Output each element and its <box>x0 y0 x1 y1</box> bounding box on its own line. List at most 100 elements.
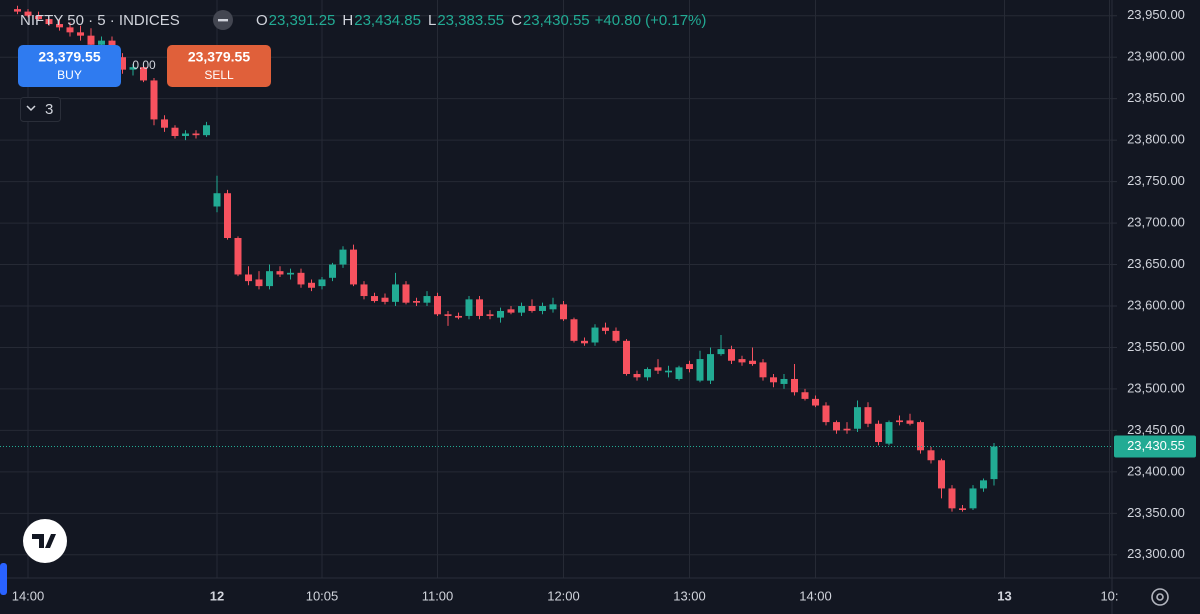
y-tick-label: 23,450.00 <box>1127 422 1185 437</box>
candle-body <box>213 193 221 207</box>
candle-body <box>35 15 42 20</box>
candle-body <box>245 274 252 282</box>
ohlc-key: L <box>428 12 436 29</box>
candle-body <box>171 127 179 136</box>
settings-icon <box>1156 593 1164 601</box>
candle-body <box>843 428 851 431</box>
y-tick-label: 23,350.00 <box>1127 505 1185 520</box>
candle-body <box>465 299 473 316</box>
x-tick-label: 10: <box>1100 588 1118 603</box>
candle-body <box>917 422 924 451</box>
candle-body <box>140 67 147 81</box>
sell-price: 23,379.55 <box>188 49 250 65</box>
candle-body <box>812 398 819 406</box>
candle-body <box>570 319 578 341</box>
ohlc-key: C <box>511 12 522 29</box>
spread: 0.00 <box>132 58 156 72</box>
logo[interactable] <box>23 519 67 563</box>
candle-body <box>885 422 893 444</box>
y-tick-label: 23,800.00 <box>1127 132 1185 147</box>
ohlc-value: 23,434.85 <box>354 12 421 29</box>
candle-body <box>759 362 767 378</box>
sell-button[interactable] <box>167 45 271 87</box>
ohlc-value: 23,391.25 <box>269 12 336 29</box>
y-tick-label: 23,950.00 <box>1127 7 1185 22</box>
y-tick-label: 23,850.00 <box>1127 90 1185 105</box>
last-price-label: 23,430.55 <box>1127 438 1185 453</box>
y-tick-label: 23,550.00 <box>1127 339 1185 354</box>
candle-body <box>791 378 798 393</box>
candle-body <box>192 133 200 136</box>
buy-button[interactable] <box>18 45 121 87</box>
candle-body <box>297 272 305 285</box>
candle-body <box>696 359 704 381</box>
candle-body <box>308 282 315 288</box>
y-tick-label: 23,650.00 <box>1127 256 1185 271</box>
candle-body <box>14 9 21 12</box>
candle-body <box>833 422 840 431</box>
side-tab[interactable] <box>0 563 7 595</box>
candle-body <box>371 296 378 302</box>
logo-mark <box>32 534 56 548</box>
sell-label: SELL <box>204 68 234 82</box>
candle-body <box>602 327 609 331</box>
candle-body <box>959 508 966 510</box>
candle-body <box>948 488 956 509</box>
ohlc-legend: O 23,391.25 H 23,434.85 L 23,383.55 C 23,430.55… <box>256 12 706 29</box>
candle-body <box>990 446 998 480</box>
x-tick-label: 13 <box>997 588 1011 603</box>
candle-body <box>56 24 63 28</box>
indicator-count: 3 <box>45 101 53 118</box>
candle-body <box>822 405 830 423</box>
candle-body <box>507 309 515 313</box>
candle-body <box>780 378 788 384</box>
y-tick-label: 23,300.00 <box>1127 546 1185 561</box>
candle-body <box>665 370 672 373</box>
candle-body <box>560 304 567 320</box>
candle-body <box>896 420 903 423</box>
candle-body <box>129 67 137 70</box>
last-price-tag <box>1114 435 1196 458</box>
candle-body <box>644 369 651 378</box>
x-tick-label: 12:00 <box>547 588 580 603</box>
ohlc-key: O <box>256 12 268 29</box>
candle-body <box>77 32 84 36</box>
candle-body <box>381 297 389 302</box>
x-tick-label: 14:00 <box>12 588 45 603</box>
candle-body <box>266 271 273 287</box>
candle-body <box>423 296 431 303</box>
candle-body <box>402 284 410 303</box>
candle-body <box>486 314 494 316</box>
candle-body <box>497 310 504 318</box>
candle-body <box>350 249 357 285</box>
candle-body <box>770 377 777 383</box>
candle-body <box>255 279 263 287</box>
buy-label: BUY <box>57 68 82 82</box>
x-tick-label: 10:05 <box>306 588 339 603</box>
x-tick-label: 11:00 <box>422 588 454 603</box>
candle-body <box>24 11 32 16</box>
candle-body <box>98 40 105 45</box>
candle-body <box>276 271 284 275</box>
buy-price: 23,379.55 <box>38 49 100 65</box>
candle-body <box>392 284 399 302</box>
ohlc-key: H <box>342 12 353 29</box>
settings-button[interactable] <box>1151 588 1169 606</box>
candle-body <box>434 296 441 315</box>
candle-body <box>633 374 641 378</box>
candle-body <box>360 284 368 297</box>
candle-body <box>749 360 756 365</box>
grid <box>0 0 1112 578</box>
candle-body <box>686 364 693 370</box>
candle-body <box>581 340 588 344</box>
candle-body <box>612 330 620 341</box>
candle-body <box>161 119 168 128</box>
indicators-toggle[interactable] <box>20 97 61 122</box>
candle-body <box>119 57 126 70</box>
y-tick-label: 23,600.00 <box>1127 297 1185 312</box>
candle-body <box>329 264 336 278</box>
candle-body <box>287 272 294 275</box>
candle-body <box>318 279 326 287</box>
